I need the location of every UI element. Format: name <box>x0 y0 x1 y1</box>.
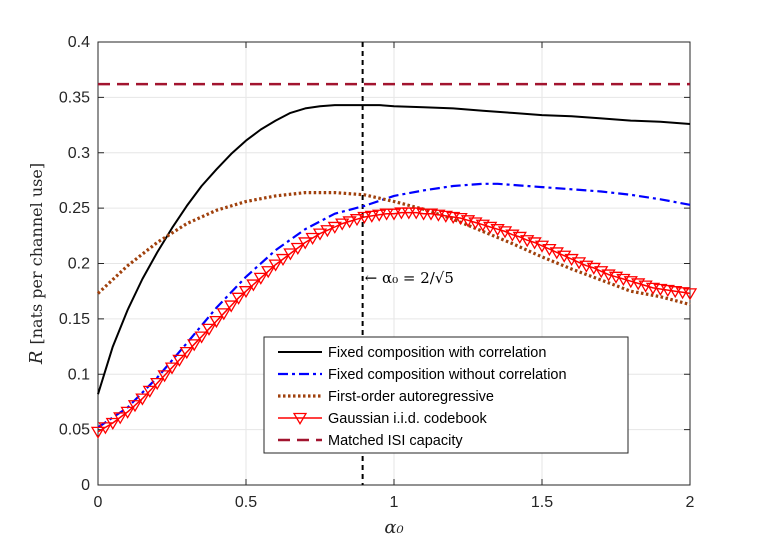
data-point <box>283 248 298 261</box>
series-3 <box>90 207 698 439</box>
series-line <box>97 104 691 395</box>
data-point <box>305 232 320 246</box>
data-point <box>105 417 120 430</box>
series-2 <box>96 191 691 307</box>
data-point <box>416 208 431 221</box>
data-point <box>120 406 135 419</box>
y-axis-label-unit: [nats per channel use] <box>27 163 46 345</box>
data-point <box>379 208 394 221</box>
y-tick-label: 0.4 <box>68 34 90 51</box>
data-point <box>201 323 217 336</box>
x-tick-label: 1 <box>390 494 399 511</box>
data-point <box>312 228 328 241</box>
data-point <box>394 207 409 220</box>
data-point <box>164 362 180 375</box>
data-point <box>231 292 246 305</box>
data-point <box>298 237 313 250</box>
data-point <box>275 253 291 267</box>
data-point <box>179 346 194 360</box>
data-point <box>290 242 305 255</box>
y-axis-label: R [nats per channel use] <box>26 163 47 365</box>
data-point <box>253 272 268 285</box>
series-line <box>97 211 691 433</box>
data-point <box>150 377 165 391</box>
y-axis-label-var: R <box>26 351 47 366</box>
data-point <box>268 259 283 272</box>
data-point <box>194 331 209 344</box>
x-tick-label: 0.5 <box>235 494 257 511</box>
x-tick-label: 2 <box>686 494 695 511</box>
data-point <box>187 339 202 352</box>
text-layer: 0 0.5 1 1.5 2 0 0.05 0.1 0.15 0.2 0.25 0.3 0.35 0.4 α₀… <box>26 34 695 538</box>
data-point <box>320 225 335 238</box>
axes <box>97 41 691 486</box>
data-point <box>372 209 387 222</box>
x-axis-label: α₀ <box>384 517 403 538</box>
data-point <box>135 393 150 406</box>
data-point <box>157 370 172 383</box>
data-point <box>682 288 698 301</box>
axes-box <box>97 41 691 486</box>
data-point <box>209 315 224 329</box>
data-point <box>401 207 416 220</box>
series-line <box>96 191 691 307</box>
y-tick-label: 0 <box>81 477 90 494</box>
legend-label: Fixed composition with correlation <box>328 345 546 361</box>
data-point <box>335 218 350 231</box>
series-layer <box>90 82 698 439</box>
data-point <box>327 221 342 234</box>
data-point <box>113 412 128 425</box>
y-tick-label: 0.05 <box>59 422 90 439</box>
legend: Fixed composition with correlation Fixed … <box>263 336 629 454</box>
data-point <box>90 426 106 439</box>
data-point <box>98 422 113 435</box>
y-tick-label: 0.1 <box>68 366 90 383</box>
data-point <box>386 208 402 221</box>
data-point <box>261 266 276 279</box>
legend-box <box>263 336 629 454</box>
annotation-alpha0: ← α₀ = 2/√5 <box>365 269 454 287</box>
y-tick-label: 0.35 <box>59 89 90 106</box>
data-point <box>238 286 254 299</box>
data-point <box>246 279 261 292</box>
data-point <box>342 216 357 229</box>
data-point <box>364 210 379 223</box>
data-point <box>349 214 365 227</box>
data-point <box>172 354 187 367</box>
legend-label: Matched ISI capacity <box>328 433 463 449</box>
data-point <box>127 400 143 413</box>
x-tick-label: 1.5 <box>531 494 553 511</box>
legend-label: Fixed composition without correlation <box>328 367 567 383</box>
y-tick-label: 0.15 <box>59 311 90 328</box>
legend-label: Gaussian i.i.d. codebook <box>328 411 488 427</box>
y-tick-label: 0.25 <box>59 200 90 217</box>
data-point <box>357 211 372 224</box>
series-0 <box>97 104 691 395</box>
data-point <box>142 385 157 398</box>
data-point <box>216 308 231 321</box>
data-point <box>224 300 239 313</box>
y-tick-label: 0.2 <box>68 256 90 273</box>
legend-label: First-order autoregressive <box>328 389 494 405</box>
legend-marker <box>292 412 308 425</box>
x-tick-label: 0 <box>94 494 103 511</box>
y-tick-label: 0.3 <box>68 145 90 162</box>
